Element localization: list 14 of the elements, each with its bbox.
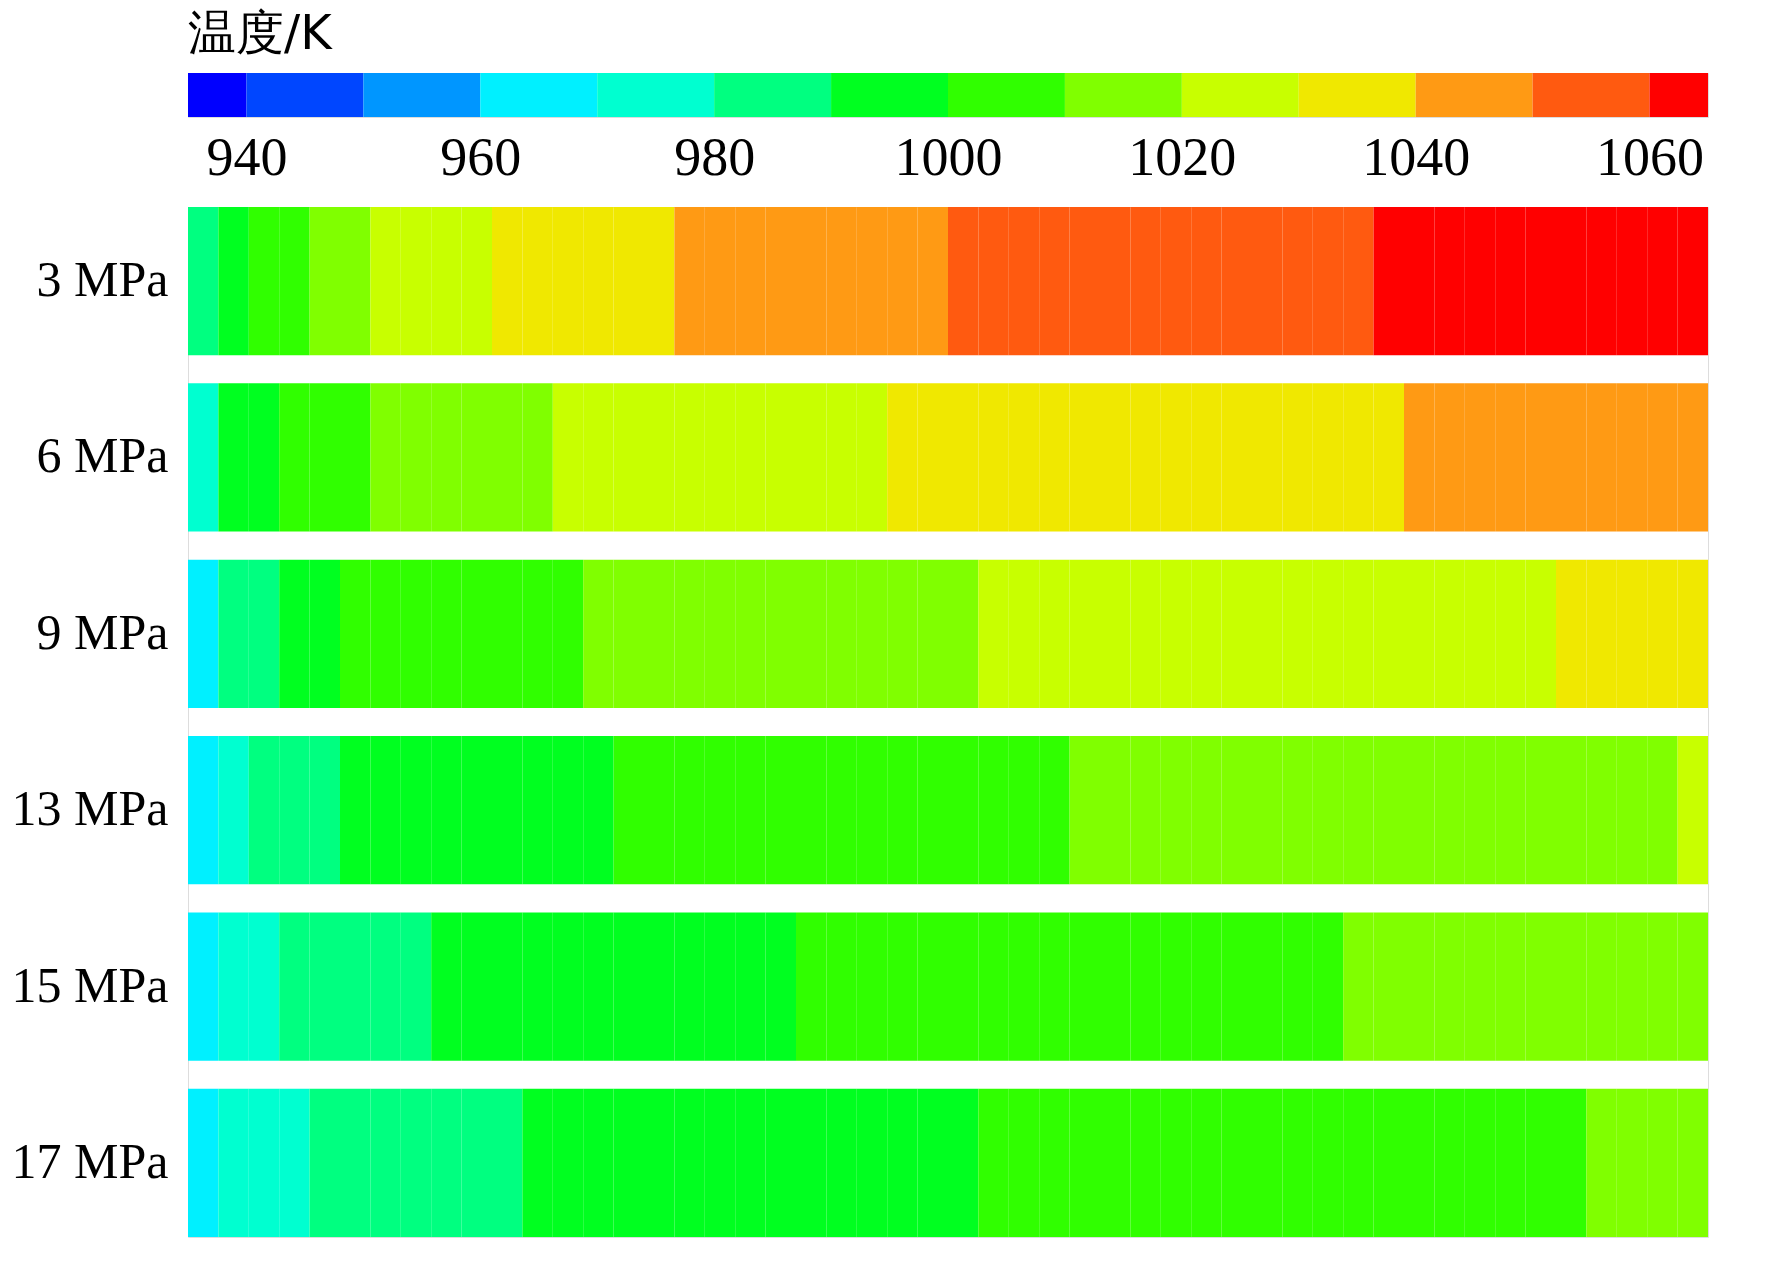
y-tick-label: 9 MPa bbox=[36, 603, 169, 660]
color-bar-label: 1040 bbox=[1362, 126, 1471, 187]
color-bar-label: 1020 bbox=[1128, 126, 1237, 187]
color-bar-title: 温度/K bbox=[188, 4, 334, 60]
color-bar-label: 1060 bbox=[1596, 126, 1705, 187]
color-bar-label: 980 bbox=[674, 126, 756, 187]
y-tick-label: 15 MPa bbox=[11, 956, 169, 1013]
color-bar-label: 1000 bbox=[894, 126, 1003, 187]
y-tick-label: 6 MPa bbox=[36, 427, 169, 484]
color-bar-label: 940 bbox=[206, 126, 288, 187]
y-tick-label: 3 MPa bbox=[36, 251, 169, 308]
color-bar-label: 960 bbox=[440, 126, 522, 187]
y-tick-label: 13 MPa bbox=[11, 780, 169, 837]
y-tick-label: 17 MPa bbox=[11, 1132, 169, 1189]
